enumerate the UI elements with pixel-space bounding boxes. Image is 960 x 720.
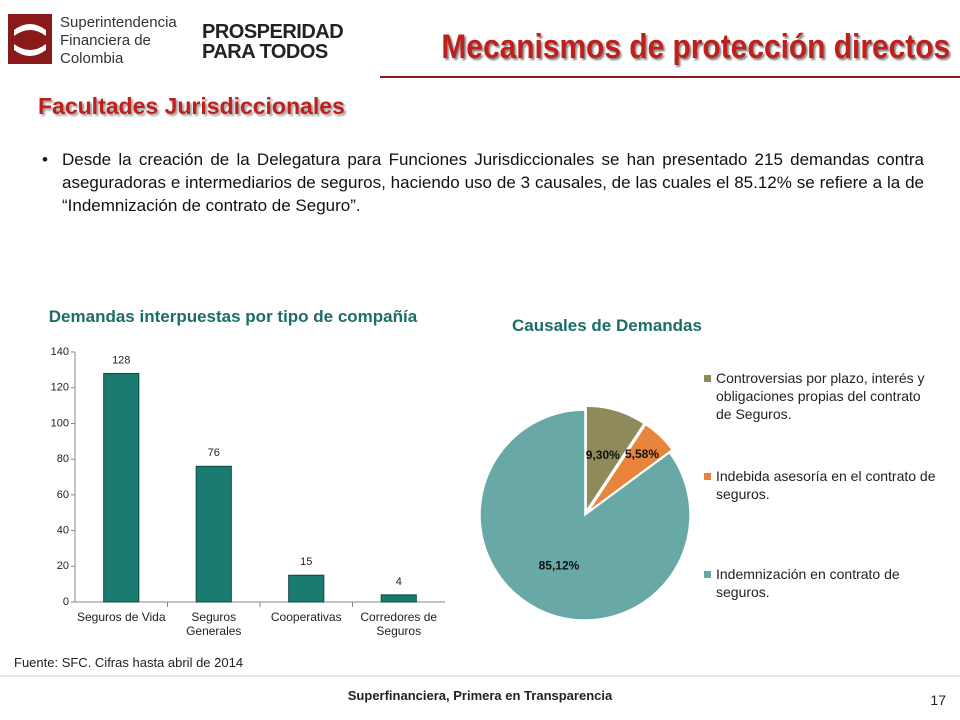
value-label: 76 (208, 447, 220, 459)
bar (195, 465, 232, 603)
x-tick-label: Cooperativas (270, 610, 342, 624)
logo-mark (8, 14, 52, 64)
bar (288, 574, 325, 603)
x-tick-label: Seguros de Vida (76, 610, 166, 624)
footer-text: Superfinanciera, Primera en Transparenci… (347, 688, 613, 703)
gov-logo-line: PARA TODOS (202, 41, 328, 63)
source-note: Fuente: SFC. Cifras hasta abril de 2014 (14, 655, 244, 670)
y-tick-label: 120 (51, 382, 69, 394)
y-tick-label: 0 (63, 596, 69, 608)
subtitle: Facultades Jurisdiccionales (38, 93, 345, 119)
pie-slice (585, 405, 646, 514)
slide-title: Mecanismos de protección directos (441, 28, 950, 66)
value-label: 128 (112, 354, 130, 366)
legend-swatch (704, 571, 711, 578)
slice-label: 85,12% (539, 559, 580, 573)
y-tick-label: 100 (51, 417, 69, 429)
bar-chart-title: Demandas interpuestas por tipo de compañ… (48, 307, 418, 326)
page-number: 17 (930, 692, 946, 708)
legend-label: Controversias por plazo, interés y oblig… (716, 370, 925, 422)
bar (380, 594, 417, 603)
y-tick-label: 80 (57, 453, 69, 465)
y-tick-label: 40 (57, 524, 69, 536)
bullet-marker: • (42, 150, 48, 169)
gov-logo-line: PROSPERIDAD (202, 21, 344, 43)
pie-slice (587, 423, 674, 513)
legend-label: Indebida asesoría en el contrato de segu… (716, 468, 936, 502)
bar (103, 372, 140, 603)
slice-label: 5,58% (625, 447, 659, 461)
org-logo: Superintendencia Financiera de Colombia (60, 14, 177, 67)
gov-logo: PROSPERIDAD PARA TODOS (202, 21, 344, 63)
x-tick-label: Corredores de Seguros (360, 610, 438, 638)
y-tick-label: 140 (51, 346, 69, 358)
y-tick-label: 20 (57, 560, 69, 572)
legend-swatch (704, 375, 711, 382)
y-tick-label: 60 (57, 489, 69, 501)
legend-label: Indemnización en contrato de seguros. (716, 566, 900, 600)
slice-label: 9,30% (586, 448, 620, 462)
pie-chart-title: Causales de Demandas (512, 316, 702, 335)
legend-swatch (704, 473, 711, 480)
bullet-text: Desde la creación de la Delegatura para … (62, 150, 924, 215)
value-label: 4 (396, 576, 402, 588)
value-label: 15 (300, 556, 312, 568)
x-tick-label: Seguros Generales (186, 610, 242, 638)
pie-slice (479, 409, 691, 621)
